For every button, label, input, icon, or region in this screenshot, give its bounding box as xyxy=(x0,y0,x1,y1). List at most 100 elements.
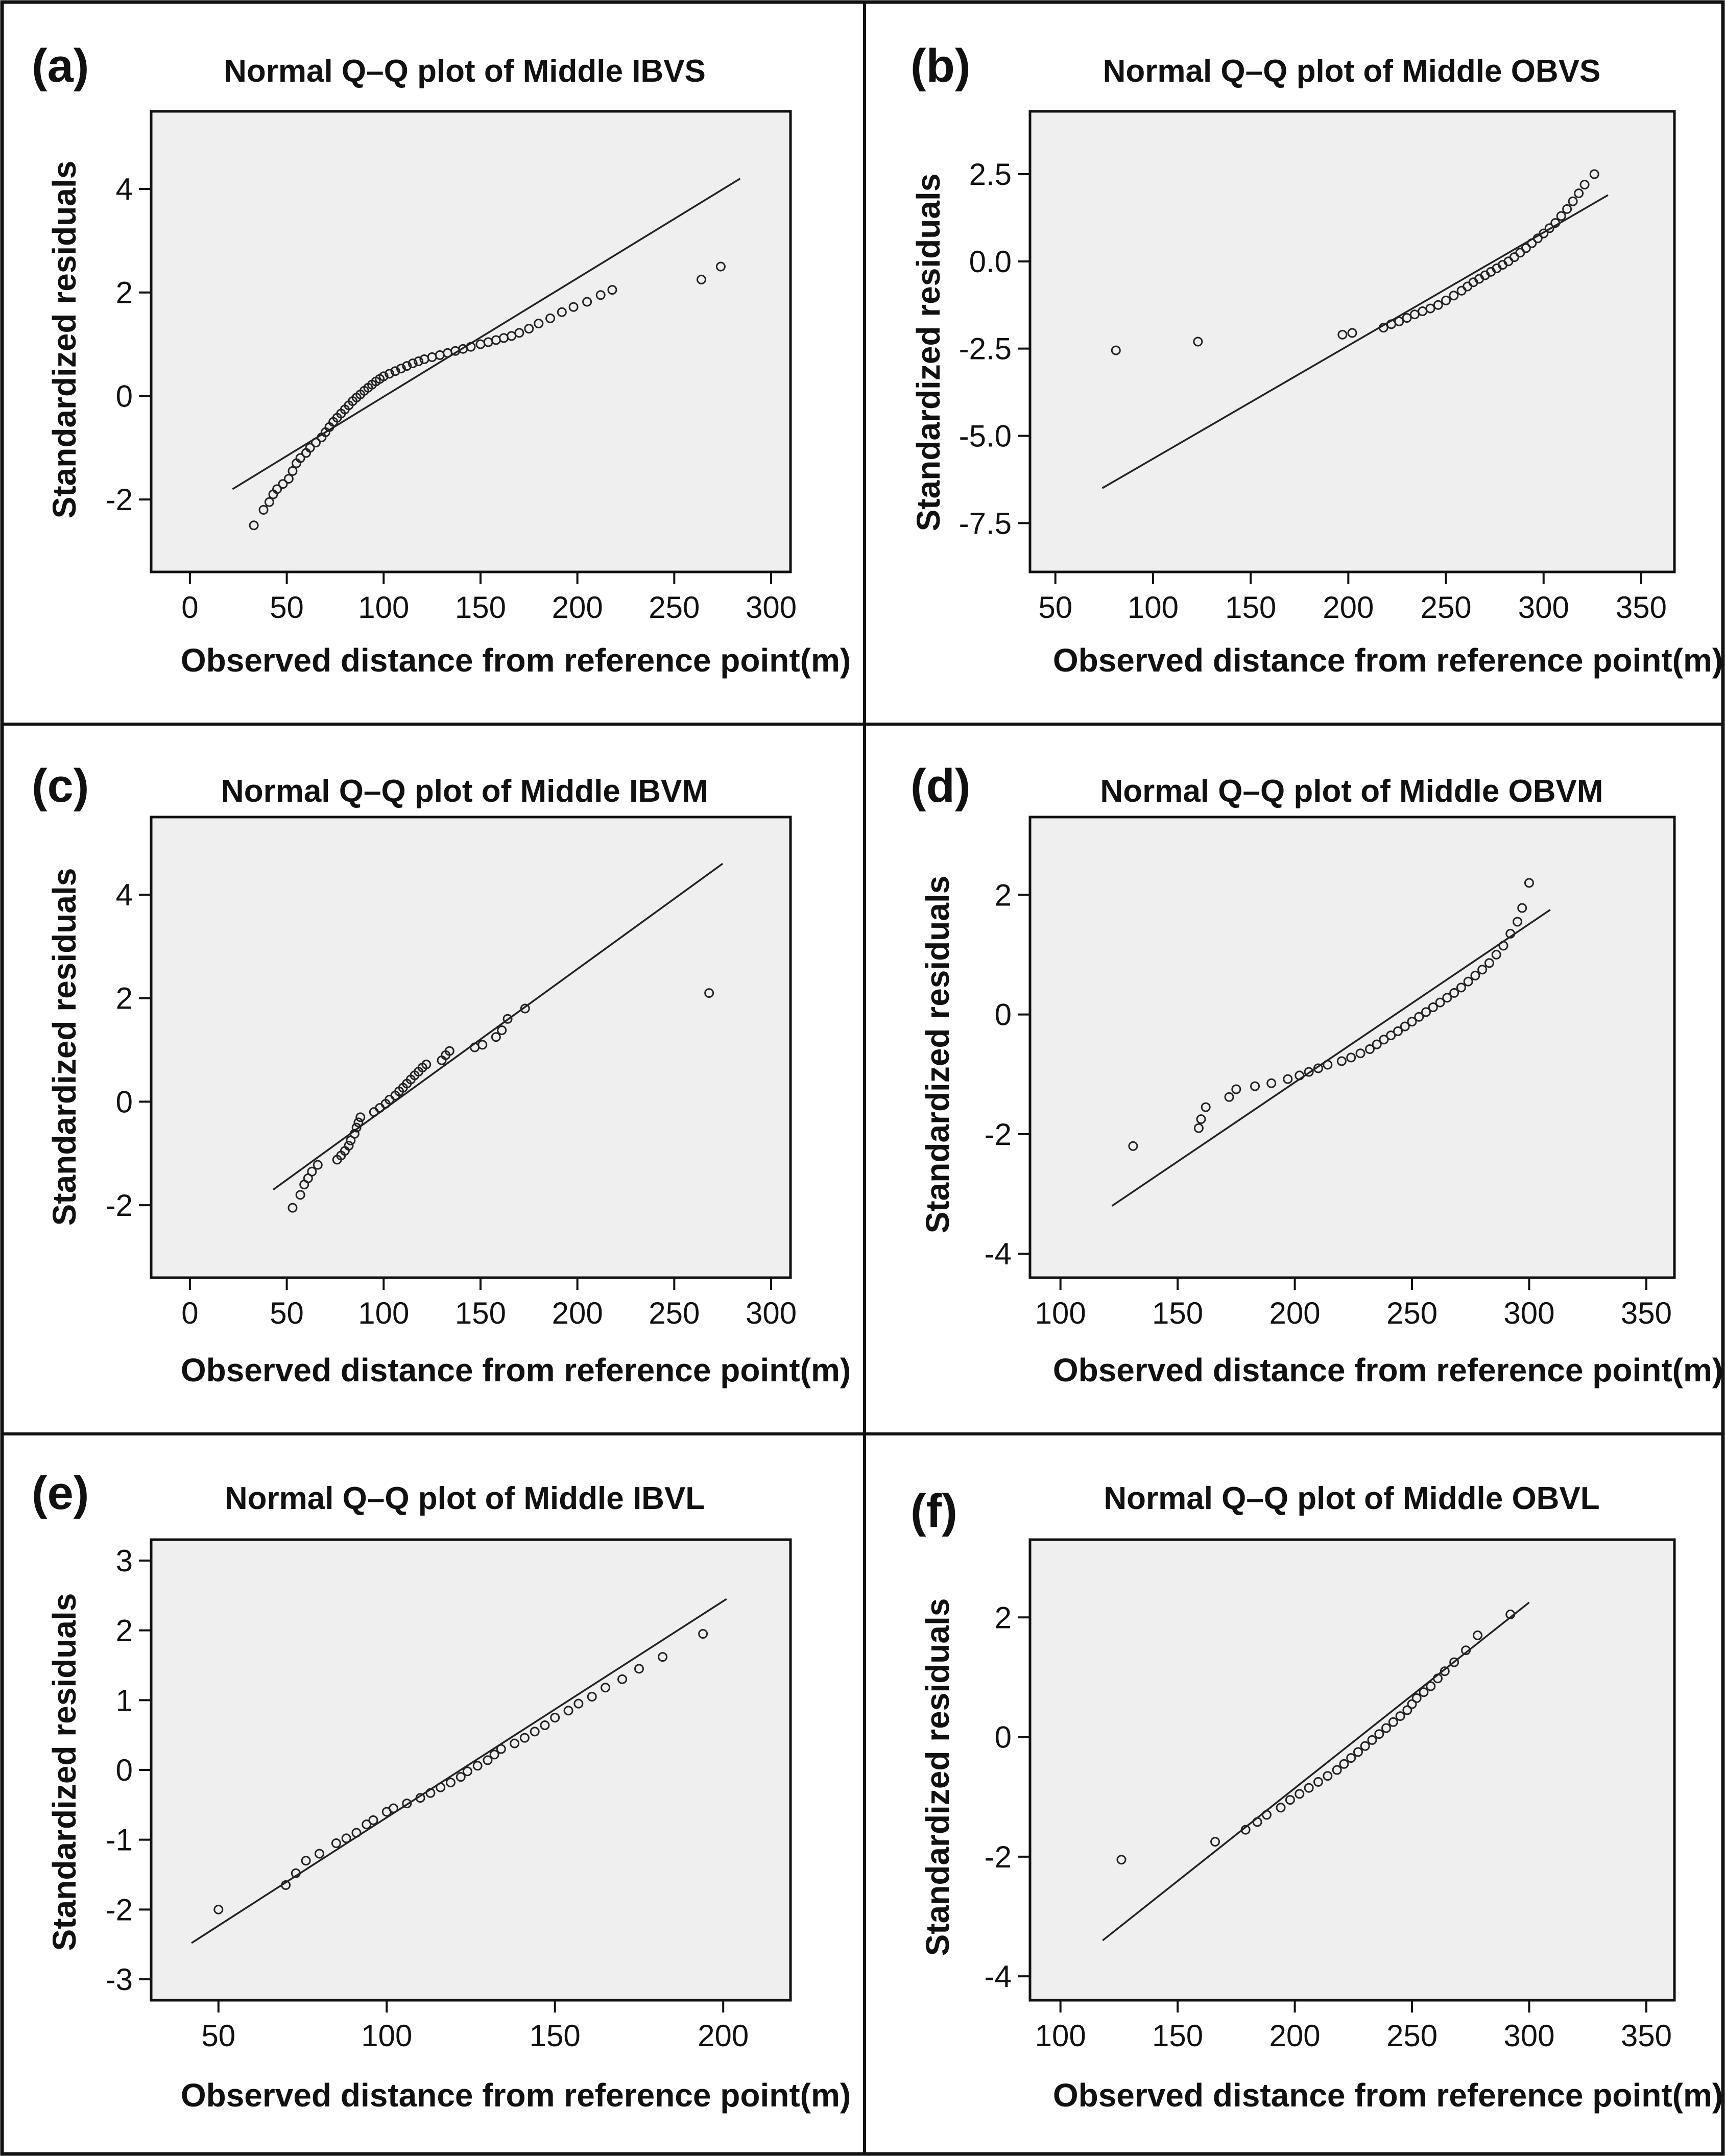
x-axis-label: Observed distance from reference point(m… xyxy=(1053,1352,1723,1388)
panel-b: (b) Normal Q–Q plot of Middle OBVS Obser… xyxy=(910,40,1723,679)
data-point xyxy=(331,1838,341,1848)
y-axis-label: Standardized residuals xyxy=(46,868,83,1226)
data-point xyxy=(351,1122,362,1133)
x-tick-label: 100 xyxy=(1035,2019,1086,2053)
x-tick-label: 300 xyxy=(1518,590,1569,625)
panel-label: (d) xyxy=(911,760,970,812)
x-tick-label: 200 xyxy=(1323,590,1374,625)
data-point xyxy=(1589,169,1599,179)
data-point xyxy=(408,358,418,369)
data-point xyxy=(1470,970,1480,980)
data-point xyxy=(344,1141,354,1151)
data-point xyxy=(595,290,606,300)
data-point xyxy=(1196,1114,1206,1124)
x-tick-label: 250 xyxy=(649,590,700,625)
data-point xyxy=(1388,1717,1398,1727)
data-point xyxy=(313,1160,323,1170)
data-point xyxy=(1574,188,1584,199)
data-point xyxy=(1562,204,1572,214)
x-tick-label: 350 xyxy=(1621,2019,1672,2053)
data-point xyxy=(1395,1711,1405,1721)
data-point xyxy=(1252,1817,1262,1827)
data-point xyxy=(1353,1747,1363,1757)
data-point xyxy=(1386,1031,1396,1041)
y-tick-label: 2 xyxy=(116,276,133,310)
data-point xyxy=(1473,1630,1483,1640)
y-tick-label: 2 xyxy=(995,1600,1012,1635)
data-point xyxy=(1231,1084,1241,1094)
data-point xyxy=(1304,1783,1314,1793)
data-point xyxy=(1193,337,1203,347)
x-tick-label: 50 xyxy=(1038,590,1072,625)
data-point xyxy=(545,313,556,323)
y-tick-label: -4 xyxy=(985,1237,1012,1271)
data-point xyxy=(283,474,294,484)
data-point xyxy=(1539,228,1549,238)
panel-label: (f) xyxy=(911,1485,957,1537)
data-point xyxy=(288,466,298,476)
reference-line xyxy=(1111,909,1551,1207)
reference-line xyxy=(191,1598,727,1944)
x-axis-label: Observed distance from reference point(m… xyxy=(181,2077,851,2114)
x-tick-label: 200 xyxy=(1269,1296,1321,1330)
data-point xyxy=(310,438,321,448)
data-point xyxy=(477,1040,488,1050)
data-point xyxy=(1193,1123,1204,1133)
data-point xyxy=(281,1880,291,1890)
data-point xyxy=(1378,323,1388,333)
x-tick-label: 50 xyxy=(270,590,304,625)
data-point xyxy=(1323,1771,1333,1781)
data-point xyxy=(444,1046,454,1056)
x-tick-label: 0 xyxy=(181,1296,198,1330)
data-point xyxy=(1346,1753,1356,1763)
data-point xyxy=(1402,313,1412,323)
data-point xyxy=(436,1782,446,1792)
data-point xyxy=(421,1059,432,1069)
x-axis: 50 100 150 200 250 300 350 xyxy=(1038,572,1667,625)
panel-f: (f) Normal Q–Q plot of Middle OBVL Obser… xyxy=(911,1481,1723,2114)
x-tick-label: 150 xyxy=(1152,1296,1203,1330)
data-point xyxy=(1477,965,1488,975)
data-point xyxy=(1411,1693,1422,1703)
data-point xyxy=(1394,316,1404,326)
y-tick-label: -2 xyxy=(985,1840,1012,1874)
x-tick-label: 200 xyxy=(552,1296,603,1330)
data-point xyxy=(502,1014,513,1024)
data-point xyxy=(445,1778,456,1788)
x-tick-label: 150 xyxy=(1152,2019,1203,2053)
data-point xyxy=(1524,878,1534,888)
y-tick-label: -2 xyxy=(106,1893,133,1927)
data-point xyxy=(1285,1795,1295,1805)
data-point xyxy=(1381,1723,1392,1733)
y-tick-label: -3 xyxy=(106,1962,133,1997)
x-tick-label: 150 xyxy=(530,2019,581,2053)
plot-area xyxy=(150,110,792,573)
data-point xyxy=(349,1129,360,1139)
x-tick-label: 100 xyxy=(1128,590,1179,625)
data-point xyxy=(1407,1017,1417,1027)
x-tick-label: 200 xyxy=(698,2019,749,2053)
data-point xyxy=(1505,928,1516,939)
data-point xyxy=(388,1803,398,1813)
data-point xyxy=(1414,1012,1424,1022)
data-point xyxy=(1449,291,1459,301)
data-point xyxy=(1433,1673,1443,1684)
y-tick-label: -2 xyxy=(106,1188,133,1223)
data-point xyxy=(1336,1056,1347,1066)
data-point xyxy=(1339,1759,1349,1769)
data-point xyxy=(1532,233,1543,244)
reference-line xyxy=(1102,1601,1530,1942)
data-point xyxy=(617,1674,628,1684)
data-point xyxy=(1419,1687,1429,1697)
data-point xyxy=(1295,1070,1305,1081)
reference-line xyxy=(272,863,724,1191)
data-points xyxy=(1128,878,1534,1151)
data-point xyxy=(390,366,400,376)
data-point xyxy=(601,1683,611,1693)
x-tick-label: 300 xyxy=(1503,1296,1554,1330)
data-point xyxy=(715,261,726,272)
data-point xyxy=(1240,1825,1251,1835)
data-point xyxy=(634,1664,644,1674)
data-point xyxy=(1332,1765,1342,1775)
data-point xyxy=(1402,1705,1412,1715)
